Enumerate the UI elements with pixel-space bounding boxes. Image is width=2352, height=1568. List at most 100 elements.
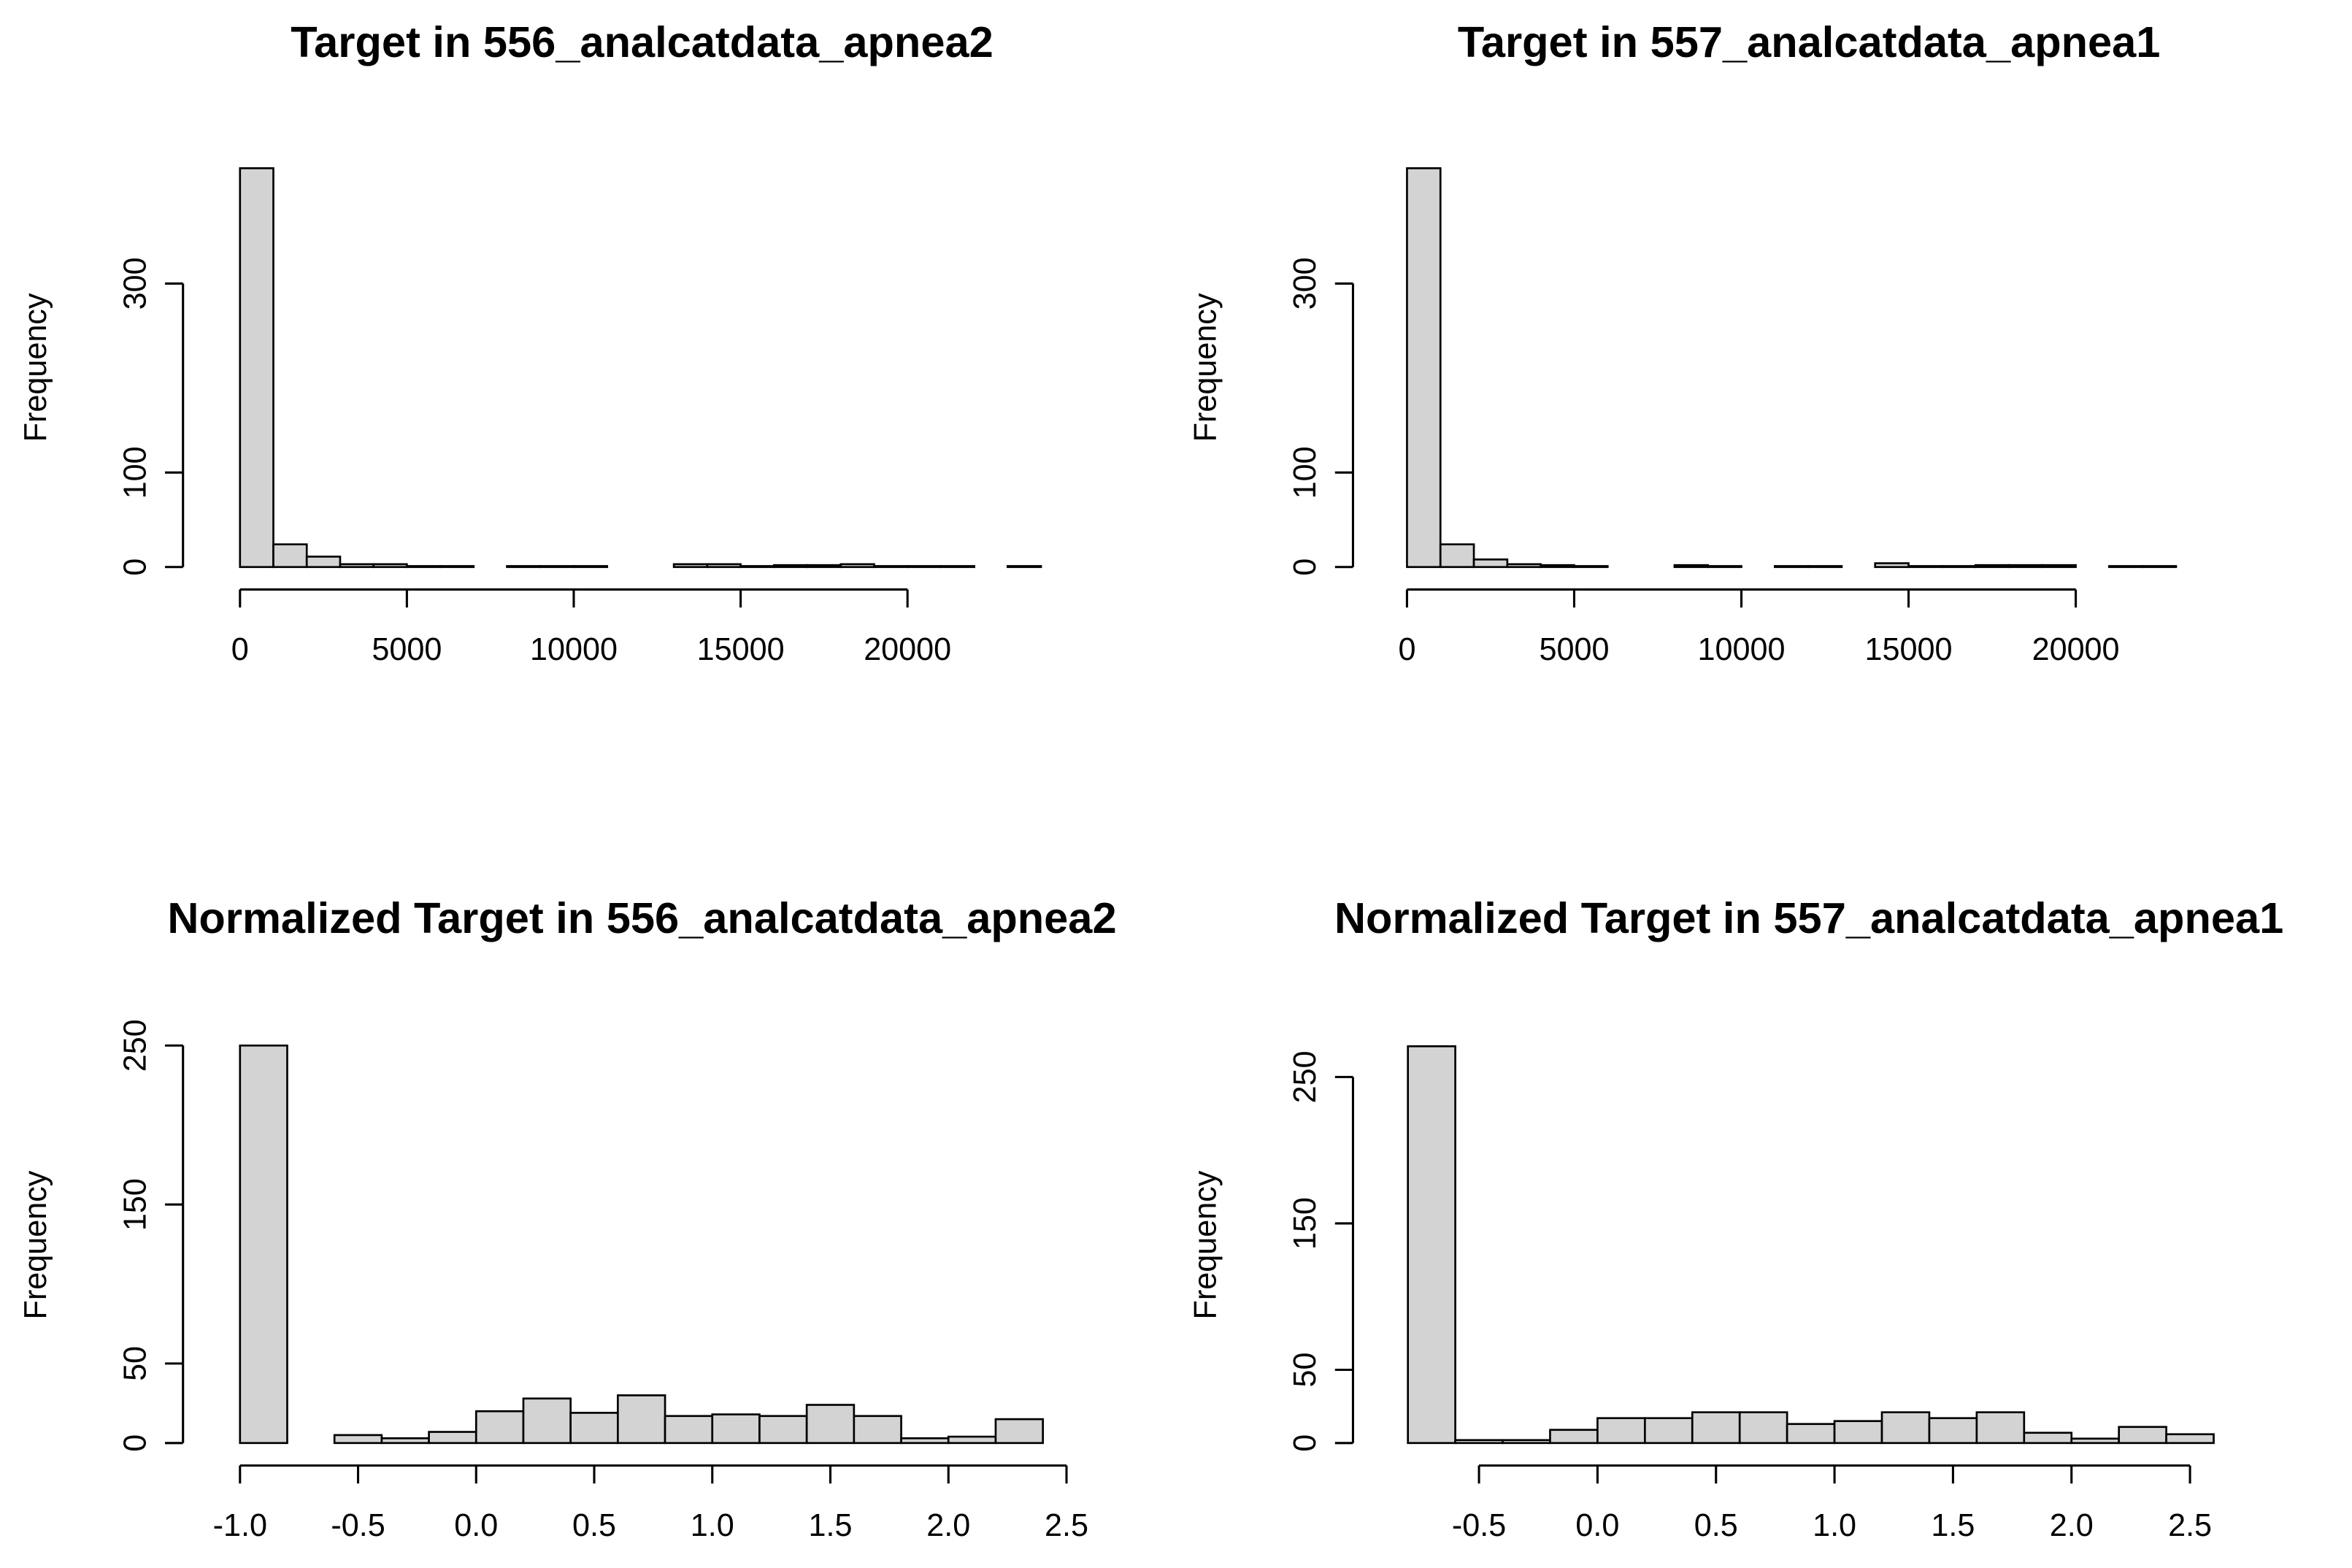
y-axis-label: Frequency	[18, 1170, 53, 1319]
x-tick-label: 5000	[372, 632, 442, 667]
bar	[617, 1394, 666, 1445]
x-tick-label: 2.5	[2168, 1508, 2212, 1543]
bar	[1880, 1411, 1931, 1445]
bar	[1786, 1423, 1836, 1445]
bar	[900, 1437, 950, 1445]
chart-title: Normalized Target in 556_analcatdata_apn…	[167, 893, 1116, 942]
bar	[711, 1413, 761, 1445]
bar	[1874, 562, 1910, 569]
x-tick-label: -0.5	[1452, 1508, 1506, 1543]
bar	[664, 1415, 714, 1445]
bar	[428, 1431, 477, 1445]
x-tick-label: 2.5	[1045, 1508, 1088, 1543]
bar	[672, 563, 709, 569]
bar	[1540, 564, 1575, 569]
x-tick-label: 20000	[2032, 632, 2120, 667]
x-tick-label: 15000	[697, 632, 785, 667]
bar	[2070, 1437, 2121, 1445]
x-tick-label: 10000	[530, 632, 618, 667]
bar	[706, 563, 742, 569]
bar	[1975, 1411, 2026, 1445]
y-tick-label: 150	[1288, 1197, 1323, 1250]
x-tick-label: 2.0	[926, 1508, 970, 1543]
bar	[2041, 564, 2077, 569]
y-tick-label: 0	[1288, 1434, 1323, 1452]
x-tick-label: 5000	[1539, 632, 1609, 667]
y-axis-label: Frequency	[1188, 293, 1223, 442]
bar	[1407, 1045, 1456, 1445]
bar	[333, 1434, 383, 1445]
y-tick-label: 100	[1288, 446, 1323, 499]
bar	[1928, 1417, 1978, 1445]
bar	[1673, 564, 1710, 569]
bar	[947, 1435, 997, 1445]
bar	[372, 563, 408, 569]
bar	[1506, 563, 1542, 569]
bar	[839, 563, 875, 569]
y-tick-label: 0	[1288, 558, 1323, 576]
bar	[522, 1397, 572, 1445]
bar	[474, 1410, 525, 1445]
bar	[2118, 1426, 2167, 1445]
bar	[339, 563, 374, 569]
x-tick-label: 1.5	[809, 1508, 853, 1543]
x-tick-label: -0.5	[331, 1508, 385, 1543]
x-tick-label: 0	[1398, 632, 1415, 667]
bar	[805, 1404, 856, 1445]
bar	[2165, 1433, 2215, 1445]
bar	[1738, 1411, 1788, 1445]
chart-title: Normalized Target in 557_analcatdata_apn…	[1334, 893, 2283, 942]
x-tick-label: 10000	[1698, 632, 1786, 667]
bar	[380, 1437, 430, 1445]
bar	[1406, 167, 1442, 569]
bar	[569, 1412, 619, 1445]
bar	[1454, 1439, 1504, 1445]
y-tick-label: 100	[118, 446, 153, 499]
y-tick-label: 300	[1288, 257, 1323, 310]
bar	[305, 556, 342, 569]
x-tick-label: 0	[231, 632, 249, 667]
y-axis-label: Frequency	[1188, 1170, 1223, 1319]
y-tick-label: 50	[118, 1346, 153, 1381]
x-tick-label: 2.0	[2050, 1508, 2094, 1543]
x-tick-label: 0.5	[1694, 1508, 1738, 1543]
bar	[1644, 1417, 1694, 1445]
bar	[2007, 564, 2044, 569]
x-tick-label: 1.0	[1813, 1508, 1856, 1543]
y-tick-label: 250	[118, 1019, 153, 1072]
bar	[239, 167, 274, 569]
x-tick-label: 0.0	[454, 1508, 498, 1543]
y-tick-label: 300	[118, 257, 153, 310]
y-tick-label: 150	[118, 1178, 153, 1231]
bar	[1439, 543, 1475, 569]
bar	[239, 1044, 288, 1445]
x-tick-label: 1.5	[1931, 1508, 1975, 1543]
bar	[1691, 1411, 1741, 1445]
bar	[853, 1415, 902, 1445]
y-axis-label: Frequency	[18, 293, 53, 442]
bar	[1974, 564, 2010, 569]
bar	[272, 543, 308, 569]
bar	[1833, 1420, 1883, 1445]
x-tick-label: 1.0	[691, 1508, 734, 1543]
bar	[1472, 558, 1509, 569]
x-tick-label: 20000	[864, 632, 951, 667]
bar	[1502, 1439, 1551, 1445]
chart-title: Target in 556_analcatdata_apnea2	[291, 18, 994, 66]
y-tick-label: 0	[118, 558, 153, 576]
bar	[994, 1418, 1044, 1445]
bar	[772, 564, 809, 569]
bar	[806, 564, 842, 569]
x-tick-label: -1.0	[213, 1508, 267, 1543]
bar	[758, 1415, 808, 1445]
x-tick-label: 15000	[1865, 632, 1953, 667]
x-tick-label: 0.5	[572, 1508, 616, 1543]
x-tick-label: 0.0	[1575, 1508, 1619, 1543]
bar	[1549, 1429, 1599, 1445]
y-tick-label: 0	[118, 1434, 153, 1452]
y-tick-label: 50	[1288, 1353, 1323, 1388]
chart-title: Target in 557_analcatdata_apnea1	[1458, 18, 2161, 66]
bar	[2023, 1431, 2073, 1445]
y-tick-label: 250	[1288, 1050, 1323, 1103]
